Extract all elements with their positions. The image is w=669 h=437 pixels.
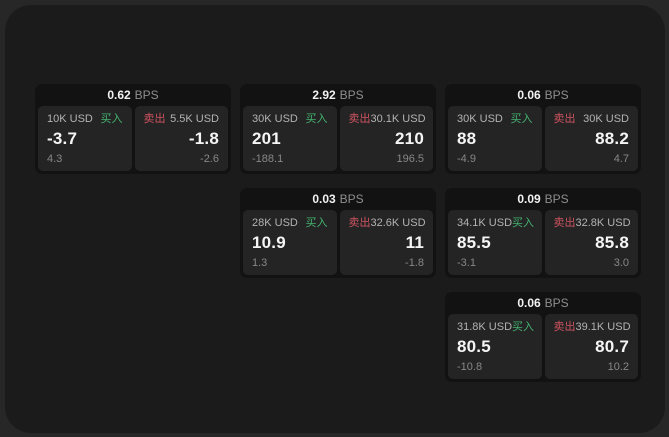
- buy-price: 88: [457, 129, 477, 148]
- sell-button[interactable]: 卖出: [553, 217, 576, 229]
- sell-price: 80.7: [595, 337, 629, 356]
- sell-price: 88.2: [595, 129, 629, 148]
- buy-panel[interactable]: 31.8K USD 买入 80.5 -10.8: [448, 314, 542, 379]
- sell-panel[interactable]: 卖出 30K USD 88.2 4.7: [544, 106, 638, 171]
- sell-delta: 4.7: [613, 153, 629, 165]
- sell-delta: -2.6: [200, 153, 219, 165]
- sell-button[interactable]: 卖出: [553, 113, 576, 125]
- buy-price: -3.7: [47, 129, 78, 148]
- quote-card: 0.06 BPS 31.8K USD 买入 80.5 -10.8 卖出 39.1…: [445, 292, 641, 382]
- sell-size: 30K USD: [583, 113, 629, 125]
- card-header: 0.06 BPS: [445, 84, 641, 106]
- sell-panel[interactable]: 卖出 39.1K USD 80.7 10.2: [544, 314, 638, 379]
- buy-button[interactable]: 买入: [305, 217, 328, 229]
- sell-panel[interactable]: 卖出 30.1K USD 210 196.5: [339, 106, 433, 171]
- spread-value: 0.06: [517, 88, 541, 102]
- card-body: 30K USD 买入 201 -188.1 卖出 30.1K USD 210 1…: [240, 106, 436, 174]
- buy-delta: -4.9: [457, 153, 476, 165]
- card-header: 0.06 BPS: [445, 292, 641, 314]
- buy-delta: 4.3: [47, 153, 63, 165]
- buy-panel[interactable]: 28K USD 买入 10.9 1.3: [243, 210, 337, 275]
- sell-delta: 3.0: [613, 257, 629, 269]
- card-body: 28K USD 买入 10.9 1.3 卖出 32.6K USD 11 -1.8: [240, 210, 436, 278]
- buy-button[interactable]: 买入: [512, 217, 535, 229]
- spread-value: 0.03: [312, 192, 336, 206]
- buy-size: 30K USD: [252, 113, 298, 125]
- sell-panel[interactable]: 卖出 32.6K USD 11 -1.8: [339, 210, 433, 275]
- sell-delta: 10.2: [607, 361, 629, 373]
- card-header: 2.92 BPS: [240, 84, 436, 106]
- buy-button[interactable]: 买入: [305, 113, 328, 125]
- sell-size: 30.1K USD: [370, 113, 426, 125]
- spread-value: 2.92: [312, 88, 336, 102]
- bps-unit-label: BPS: [339, 192, 364, 206]
- buy-size: 30K USD: [457, 113, 503, 125]
- sell-size: 32.6K USD: [370, 217, 426, 229]
- card-body: 31.8K USD 买入 80.5 -10.8 卖出 39.1K USD 80.…: [445, 314, 641, 382]
- sell-delta: 196.5: [396, 153, 424, 165]
- sell-size: 32.8K USD: [575, 217, 631, 229]
- quote-card: 0.06 BPS 30K USD 买入 88 -4.9 卖出 30K USD 8…: [445, 84, 641, 174]
- bps-unit-label: BPS: [544, 88, 569, 102]
- quote-card: 0.03 BPS 28K USD 买入 10.9 1.3 卖出 32.6K US…: [240, 188, 436, 278]
- sell-button[interactable]: 卖出: [143, 113, 166, 125]
- buy-panel[interactable]: 34.1K USD 买入 85.5 -3.1: [448, 210, 542, 275]
- bps-unit-label: BPS: [544, 192, 569, 206]
- card-header: 0.09 BPS: [445, 188, 641, 210]
- sell-panel[interactable]: 卖出 32.8K USD 85.8 3.0: [544, 210, 638, 275]
- quote-card: 0.62 BPS 10K USD 买入 -3.7 4.3 卖出 5.5K USD…: [35, 84, 231, 174]
- buy-price: 10.9: [252, 233, 286, 252]
- card-body: 10K USD 买入 -3.7 4.3 卖出 5.5K USD -1.8 -2.…: [35, 106, 231, 174]
- sell-button[interactable]: 卖出: [553, 321, 576, 333]
- buy-size: 28K USD: [252, 217, 298, 229]
- buy-price: 80.5: [457, 337, 491, 356]
- buy-panel[interactable]: 10K USD 买入 -3.7 4.3: [38, 106, 132, 171]
- sell-size: 5.5K USD: [170, 113, 219, 125]
- card-header: 0.03 BPS: [240, 188, 436, 210]
- sell-button[interactable]: 卖出: [348, 217, 371, 229]
- buy-panel[interactable]: 30K USD 买入 201 -188.1: [243, 106, 337, 171]
- card-body: 30K USD 买入 88 -4.9 卖出 30K USD 88.2 4.7: [445, 106, 641, 174]
- buy-delta: -10.8: [457, 361, 483, 373]
- buy-price: 85.5: [457, 233, 491, 252]
- spread-value: 0.09: [517, 192, 541, 206]
- buy-panel[interactable]: 30K USD 买入 88 -4.9: [448, 106, 542, 171]
- sell-price: 11: [405, 233, 424, 252]
- sell-price: 85.8: [595, 233, 629, 252]
- buy-delta: 1.3: [252, 257, 268, 269]
- quote-card: 2.92 BPS 30K USD 买入 201 -188.1 卖出 30.1K …: [240, 84, 436, 174]
- card-header: 0.62 BPS: [35, 84, 231, 106]
- buy-button[interactable]: 买入: [512, 321, 535, 333]
- bps-unit-label: BPS: [544, 296, 569, 310]
- sell-panel[interactable]: 卖出 5.5K USD -1.8 -2.6: [134, 106, 228, 171]
- sell-price: 210: [395, 129, 424, 148]
- spread-value: 0.62: [107, 88, 131, 102]
- bps-unit-label: BPS: [339, 88, 364, 102]
- sell-size: 39.1K USD: [575, 321, 631, 333]
- buy-delta: -188.1: [252, 153, 284, 165]
- card-body: 34.1K USD 买入 85.5 -3.1 卖出 32.8K USD 85.8…: [445, 210, 641, 278]
- bps-unit-label: BPS: [134, 88, 159, 102]
- sell-delta: -1.8: [405, 257, 424, 269]
- sell-price: -1.8: [188, 129, 219, 148]
- sell-button[interactable]: 卖出: [348, 113, 371, 125]
- buy-size: 34.1K USD: [457, 217, 513, 229]
- buy-size: 31.8K USD: [457, 321, 513, 333]
- spread-value: 0.06: [517, 296, 541, 310]
- quote-card: 0.09 BPS 34.1K USD 买入 85.5 -3.1 卖出 32.8K…: [445, 188, 641, 278]
- buy-button[interactable]: 买入: [510, 113, 533, 125]
- buy-size: 10K USD: [47, 113, 93, 125]
- buy-delta: -3.1: [457, 257, 476, 269]
- buy-price: 201: [252, 129, 281, 148]
- buy-button[interactable]: 买入: [100, 113, 123, 125]
